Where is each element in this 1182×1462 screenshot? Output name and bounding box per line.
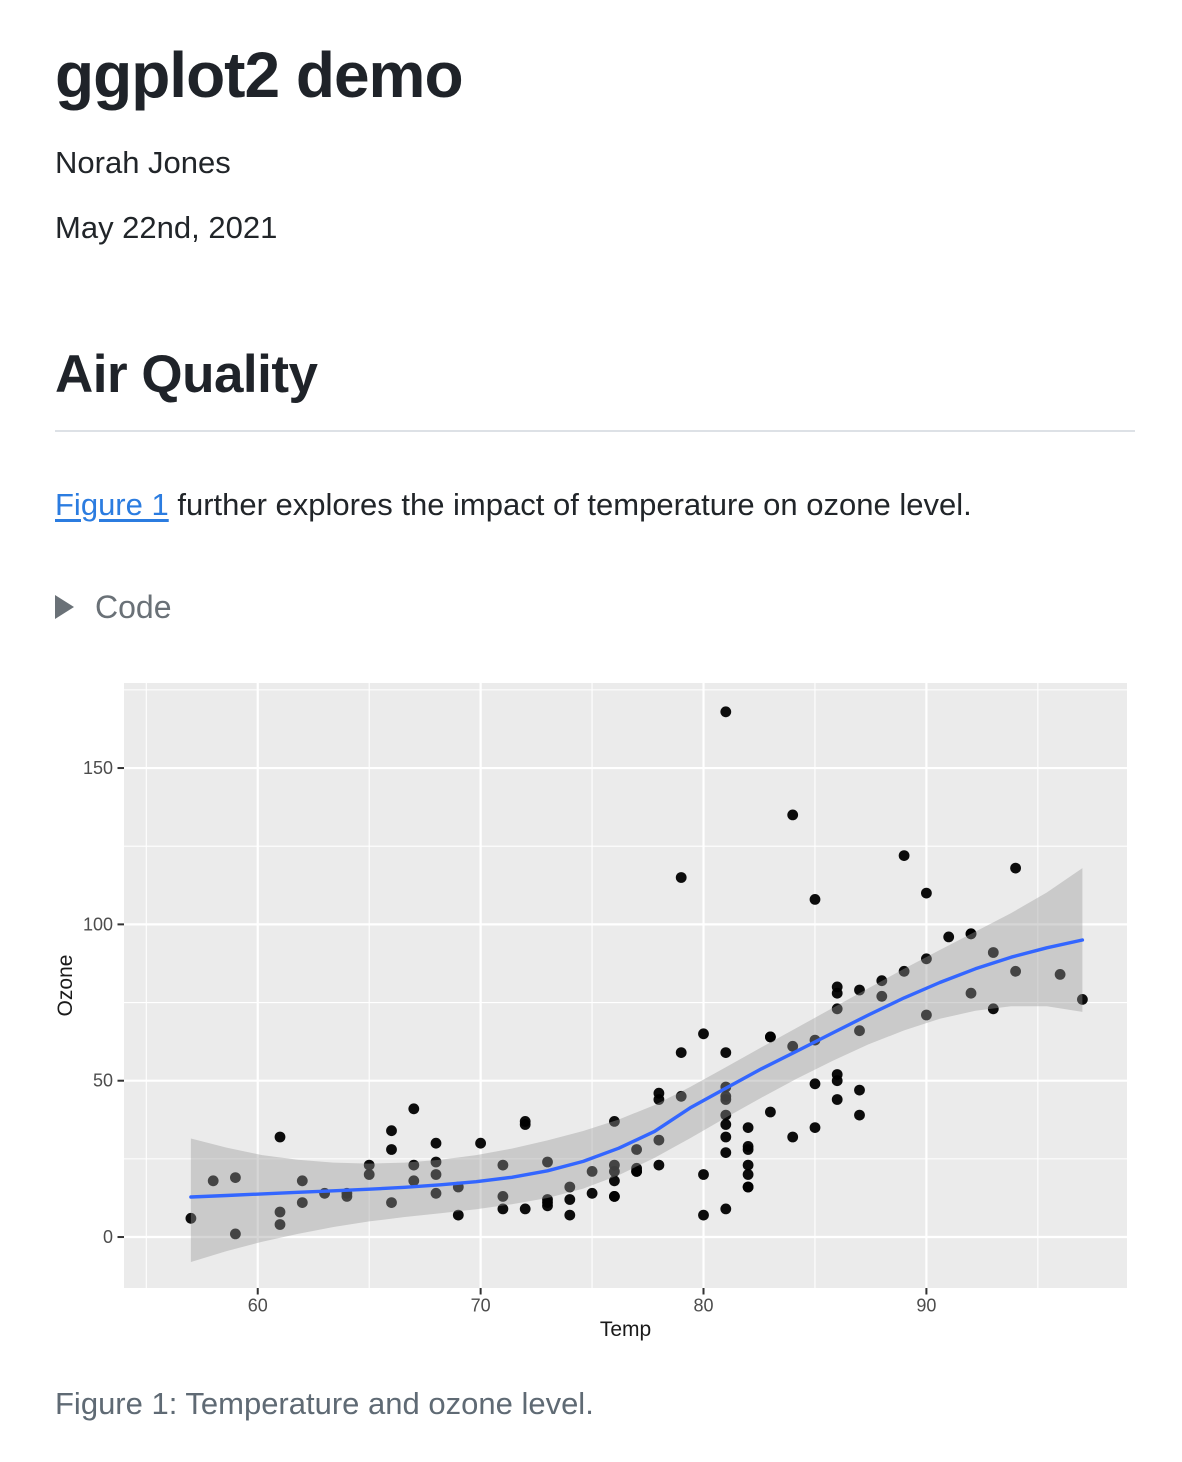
intro-text: further explores the impact of temperatu… <box>168 487 972 523</box>
svg-text:70: 70 <box>471 1295 491 1315</box>
page-title: ggplot2 demo <box>55 39 464 111</box>
svg-text:90: 90 <box>916 1295 936 1315</box>
date: May 22nd, 2021 <box>55 210 278 246</box>
svg-text:100: 100 <box>83 914 113 934</box>
intro-paragraph: Figure 1 further explores the impact of … <box>55 482 1135 529</box>
figure-1: 60 70 80 90 0 50 100 150 Temp Ozone Figure 1: Tem… <box>54 676 1135 1422</box>
ozone-temp-scatter-chart: 60 70 80 90 0 50 100 150 Temp Ozone <box>54 682 1127 1341</box>
confidence-band <box>190 868 1083 1262</box>
author: Norah Jones <box>55 145 231 181</box>
figure-caption: Figure 1: Temperature and ozone level. <box>55 1385 594 1421</box>
chart-container: 60 70 80 90 0 50 100 150 Temp Ozone <box>54 676 1135 1344</box>
y-axis-title: Ozone <box>55 955 77 1017</box>
document-header: ggplot2 demo Norah Jones May 22nd, 2021 <box>55 39 1135 246</box>
svg-text:50: 50 <box>93 1071 113 1091</box>
triangle-right-icon <box>55 595 74 620</box>
svg-text:0: 0 <box>103 1227 113 1247</box>
svg-text:80: 80 <box>693 1295 713 1315</box>
svg-text:60: 60 <box>248 1295 268 1315</box>
x-axis-title: Temp <box>600 1318 651 1341</box>
smooth-line <box>189 938 1085 1199</box>
section-heading-air-quality: Air Quality <box>55 345 1135 433</box>
figure-1-link[interactable]: Figure 1 <box>55 487 169 523</box>
code-disclosure[interactable]: Code <box>55 589 1135 626</box>
code-disclosure-label: Code <box>95 588 172 625</box>
svg-text:150: 150 <box>83 758 113 778</box>
plot-panel <box>124 682 1127 1288</box>
